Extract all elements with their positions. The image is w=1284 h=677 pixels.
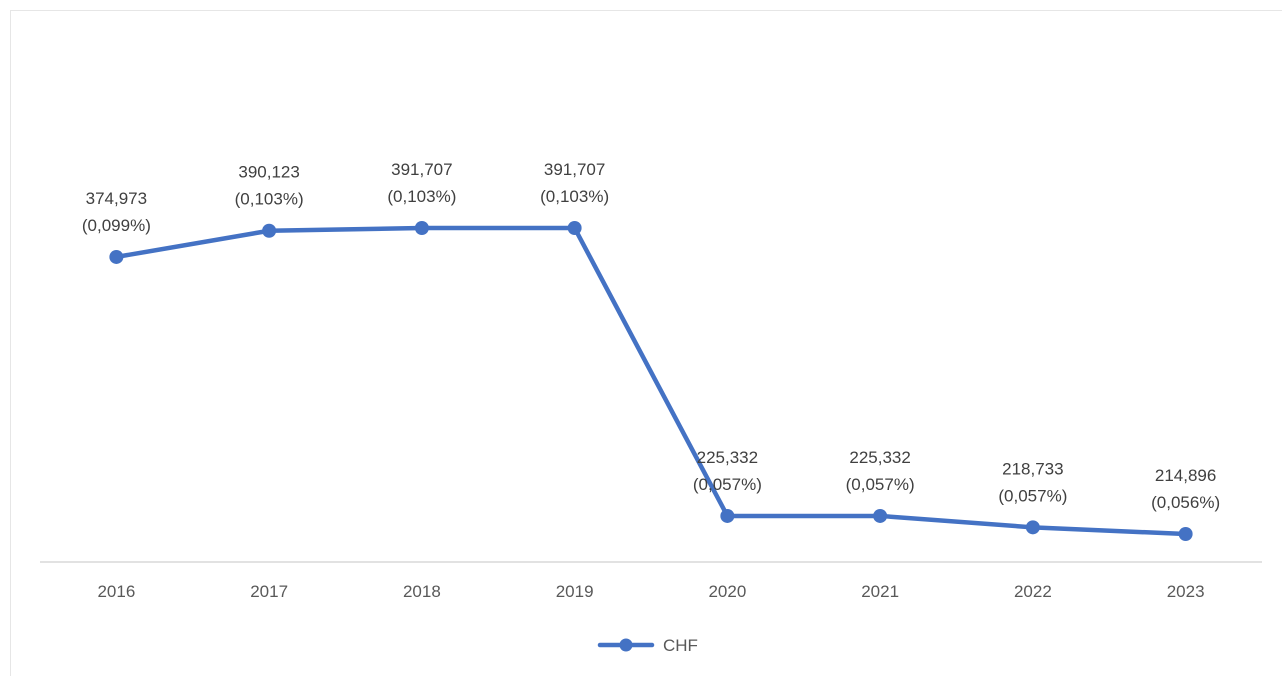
data-label: 225,332 (0,057%) [846, 448, 915, 494]
data-point [720, 508, 735, 523]
x-tick-label: 2017 [250, 582, 288, 601]
data-label-percent: (0,057%) [846, 475, 915, 494]
x-tick-label: 2022 [1014, 582, 1052, 601]
data-point [1025, 520, 1040, 535]
data-label: 214,896 (0,056%) [1151, 466, 1220, 512]
data-label-value: 391,707 [544, 160, 605, 179]
data-label-value: 391,707 [391, 160, 452, 179]
x-tick-label: 2018 [403, 582, 441, 601]
chart-frame [10, 10, 1282, 676]
legend-marker [619, 638, 633, 652]
data-label-percent: (0,103%) [540, 187, 609, 206]
legend: CHF [597, 636, 698, 655]
x-tick-label: 2016 [97, 582, 135, 601]
legend-label: CHF [663, 636, 698, 655]
series-chf [109, 221, 1193, 541]
data-label-value: 374,973 [86, 189, 147, 208]
data-label-percent: (0,057%) [693, 475, 762, 494]
data-label-value: 225,332 [849, 448, 910, 467]
data-point [262, 223, 277, 238]
data-label-value: 390,123 [238, 163, 299, 182]
x-tick-label: 2023 [1167, 582, 1205, 601]
data-label: 391,707 (0,103%) [540, 160, 609, 206]
data-point [1178, 527, 1193, 541]
data-label: 390,123 (0,103%) [235, 163, 304, 209]
data-labels: 374,973 (0,099%) 390,123 (0,103%) 391,707 (0,… [82, 160, 1220, 512]
data-label-value: 218,733 [1002, 459, 1063, 478]
series-line-chf [114, 225, 1188, 537]
data-point [567, 221, 582, 235]
x-tick-label: 2021 [861, 582, 899, 601]
data-label-value: 214,896 [1155, 466, 1216, 485]
data-label: 225,332 (0,057%) [693, 448, 762, 494]
x-axis: 2016 2017 2018 2019 2020 2021 2022 2023 [40, 561, 1262, 601]
data-label-value: 225,332 [697, 448, 758, 467]
x-tick-label: 2020 [708, 582, 746, 601]
data-label-percent: (0,103%) [387, 187, 456, 206]
data-point [873, 508, 888, 523]
data-label: 218,733 (0,057%) [998, 459, 1067, 505]
x-tick-label: 2019 [556, 582, 594, 601]
data-label-percent: (0,057%) [998, 486, 1067, 505]
data-label-percent: (0,099%) [82, 216, 151, 235]
data-point [414, 221, 429, 235]
data-label: 391,707 (0,103%) [387, 160, 456, 206]
data-point [109, 249, 124, 264]
data-label-percent: (0,103%) [235, 190, 304, 209]
data-label-percent: (0,056%) [1151, 493, 1220, 512]
data-label: 374,973 (0,099%) [82, 189, 151, 235]
